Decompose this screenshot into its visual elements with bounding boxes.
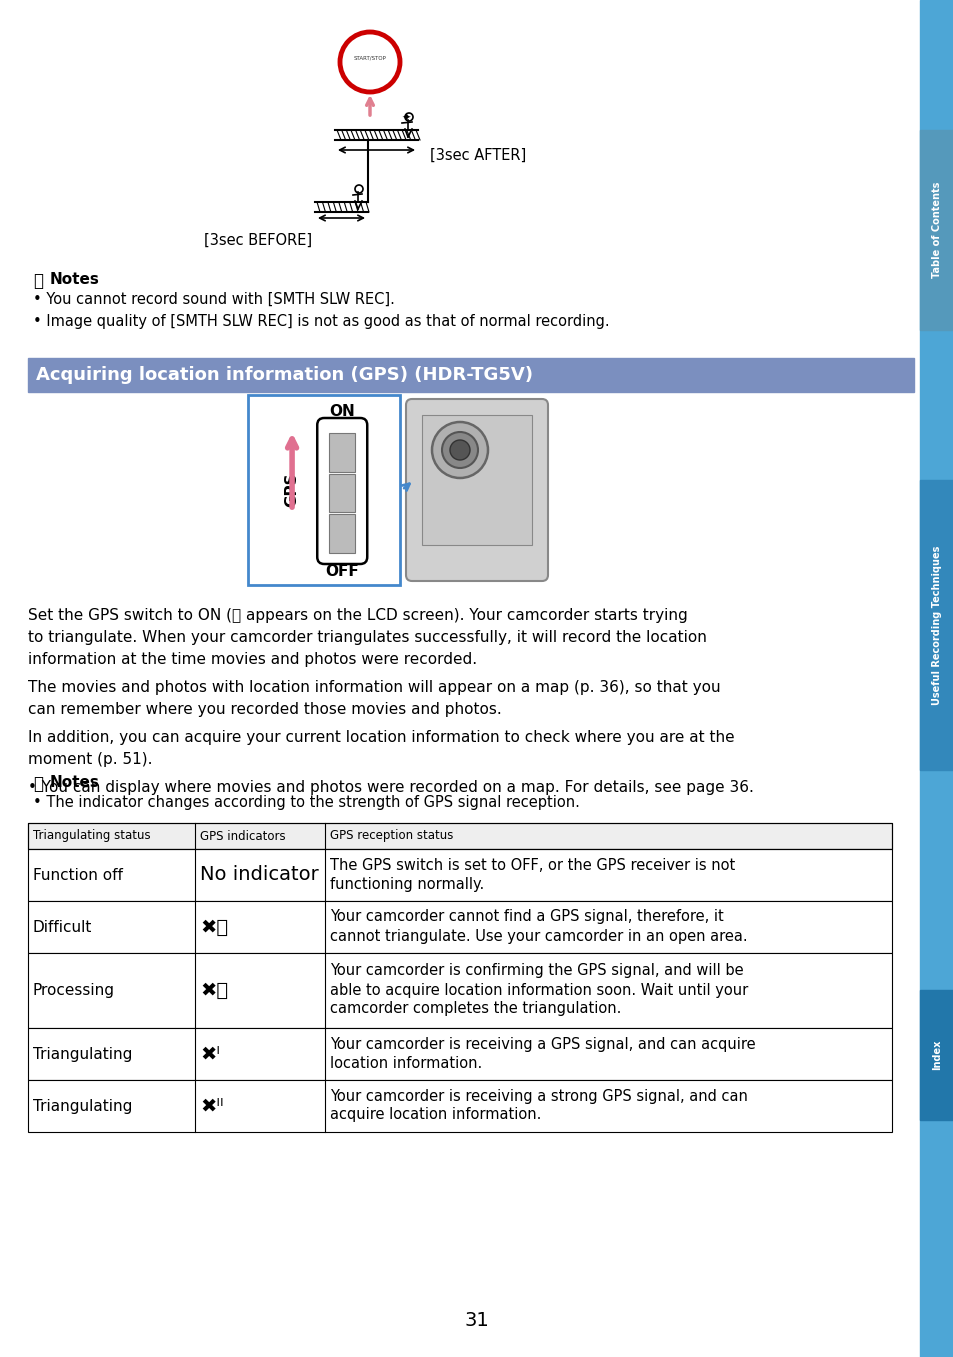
Text: OFF: OFF xyxy=(325,563,358,578)
Text: to triangulate. When your camcorder triangulates successfully, it will record th: to triangulate. When your camcorder tria… xyxy=(28,630,706,645)
Text: The movies and photos with location information will appear on a map (p. 36), so: The movies and photos with location info… xyxy=(28,680,720,695)
Text: Processing: Processing xyxy=(33,982,115,997)
Text: ✖ᴵ: ✖ᴵ xyxy=(200,1045,220,1064)
Bar xyxy=(919,0,953,1357)
Text: Set the GPS switch to ON (⚿ appears on the LCD screen). Your camcorder starts tr: Set the GPS switch to ON (⚿ appears on t… xyxy=(28,608,687,623)
Text: In addition, you can acquire your current location information to check where yo: In addition, you can acquire your curren… xyxy=(28,730,734,745)
Bar xyxy=(28,358,913,392)
Text: • You cannot record sound with [SMTH SLW REC].: • You cannot record sound with [SMTH SLW… xyxy=(33,292,395,307)
Text: 31: 31 xyxy=(464,1311,489,1330)
Text: acquire location information.: acquire location information. xyxy=(330,1107,540,1122)
Text: ✖⃞: ✖⃞ xyxy=(200,981,228,1000)
FancyBboxPatch shape xyxy=(248,395,399,585)
Text: location information.: location information. xyxy=(330,1056,482,1071)
Text: functioning normally.: functioning normally. xyxy=(330,877,484,892)
Text: Difficult: Difficult xyxy=(33,920,92,935)
Bar xyxy=(28,953,891,1029)
Bar xyxy=(28,1029,891,1080)
Bar xyxy=(919,480,953,769)
Text: The GPS switch is set to OFF, or the GPS receiver is not: The GPS switch is set to OFF, or the GPS… xyxy=(330,858,735,873)
Text: Your camcorder is receiving a GPS signal, and can acquire: Your camcorder is receiving a GPS signal… xyxy=(330,1037,755,1052)
Text: information at the time movies and photos were recorded.: information at the time movies and photo… xyxy=(28,651,476,668)
Bar xyxy=(28,822,891,849)
Bar xyxy=(329,433,355,472)
Text: Triangulating status: Triangulating status xyxy=(33,829,151,843)
Text: GPS reception status: GPS reception status xyxy=(330,829,453,843)
Text: • You can display where movies and photos were recorded on a map. For details, s: • You can display where movies and photo… xyxy=(28,780,753,795)
FancyBboxPatch shape xyxy=(317,418,367,565)
Text: • Image quality of [SMTH SLW REC] is not as good as that of normal recording.: • Image quality of [SMTH SLW REC] is not… xyxy=(33,313,609,328)
Text: Triangulating: Triangulating xyxy=(33,1099,132,1114)
Text: can remember where you recorded those movies and photos.: can remember where you recorded those mo… xyxy=(28,702,501,716)
Text: Acquiring location information (GPS) (HDR-TG5V): Acquiring location information (GPS) (HD… xyxy=(36,366,533,384)
Bar xyxy=(329,514,355,554)
Text: Your camcorder is receiving a strong GPS signal, and can: Your camcorder is receiving a strong GPS… xyxy=(330,1088,747,1103)
Text: • The indicator changes according to the strength of GPS signal reception.: • The indicator changes according to the… xyxy=(33,795,579,810)
FancyBboxPatch shape xyxy=(406,399,547,581)
Bar xyxy=(329,474,355,513)
Circle shape xyxy=(441,432,477,468)
Bar xyxy=(28,901,891,953)
Text: Your camcorder cannot find a GPS signal, therefore, it: Your camcorder cannot find a GPS signal,… xyxy=(330,909,723,924)
Text: GPS indicators: GPS indicators xyxy=(200,829,285,843)
Text: [3sec AFTER]: [3sec AFTER] xyxy=(430,148,526,163)
Text: Notes: Notes xyxy=(50,775,100,790)
Text: [3sec BEFORE]: [3sec BEFORE] xyxy=(204,232,312,247)
Bar xyxy=(28,1080,891,1132)
Text: Useful Recording Techniques: Useful Recording Techniques xyxy=(931,546,941,704)
Text: START/STOP: START/STOP xyxy=(354,56,386,61)
Text: moment (p. 51).: moment (p. 51). xyxy=(28,752,152,767)
Text: ✖ᴵᴵ: ✖ᴵᴵ xyxy=(200,1096,223,1115)
Text: camcorder completes the triangulation.: camcorder completes the triangulation. xyxy=(330,1001,620,1016)
Text: Table of Contents: Table of Contents xyxy=(931,182,941,278)
Text: GPS: GPS xyxy=(284,472,299,508)
Text: cannot triangulate. Use your camcorder in an open area.: cannot triangulate. Use your camcorder i… xyxy=(330,928,747,943)
Bar xyxy=(28,822,891,849)
Circle shape xyxy=(339,33,399,92)
Circle shape xyxy=(432,422,488,478)
Text: ⓢ: ⓢ xyxy=(33,775,43,792)
Text: Your camcorder is confirming the GPS signal, and will be: Your camcorder is confirming the GPS sig… xyxy=(330,963,742,978)
Text: Index: Index xyxy=(931,1039,941,1071)
Bar xyxy=(919,991,953,1120)
Bar xyxy=(28,849,891,901)
Text: ✦: ✦ xyxy=(401,113,410,123)
Bar xyxy=(421,415,532,546)
Text: No indicator: No indicator xyxy=(200,866,318,885)
Text: ✖⃝: ✖⃝ xyxy=(200,917,228,936)
Text: ON: ON xyxy=(329,403,355,418)
Bar xyxy=(919,130,953,330)
Circle shape xyxy=(450,440,470,460)
Text: ⓢ: ⓢ xyxy=(33,271,43,290)
Text: Function off: Function off xyxy=(33,867,123,882)
Text: able to acquire location information soon. Wait until your: able to acquire location information soo… xyxy=(330,982,747,997)
Text: Triangulating: Triangulating xyxy=(33,1046,132,1061)
Text: Notes: Notes xyxy=(50,271,100,286)
